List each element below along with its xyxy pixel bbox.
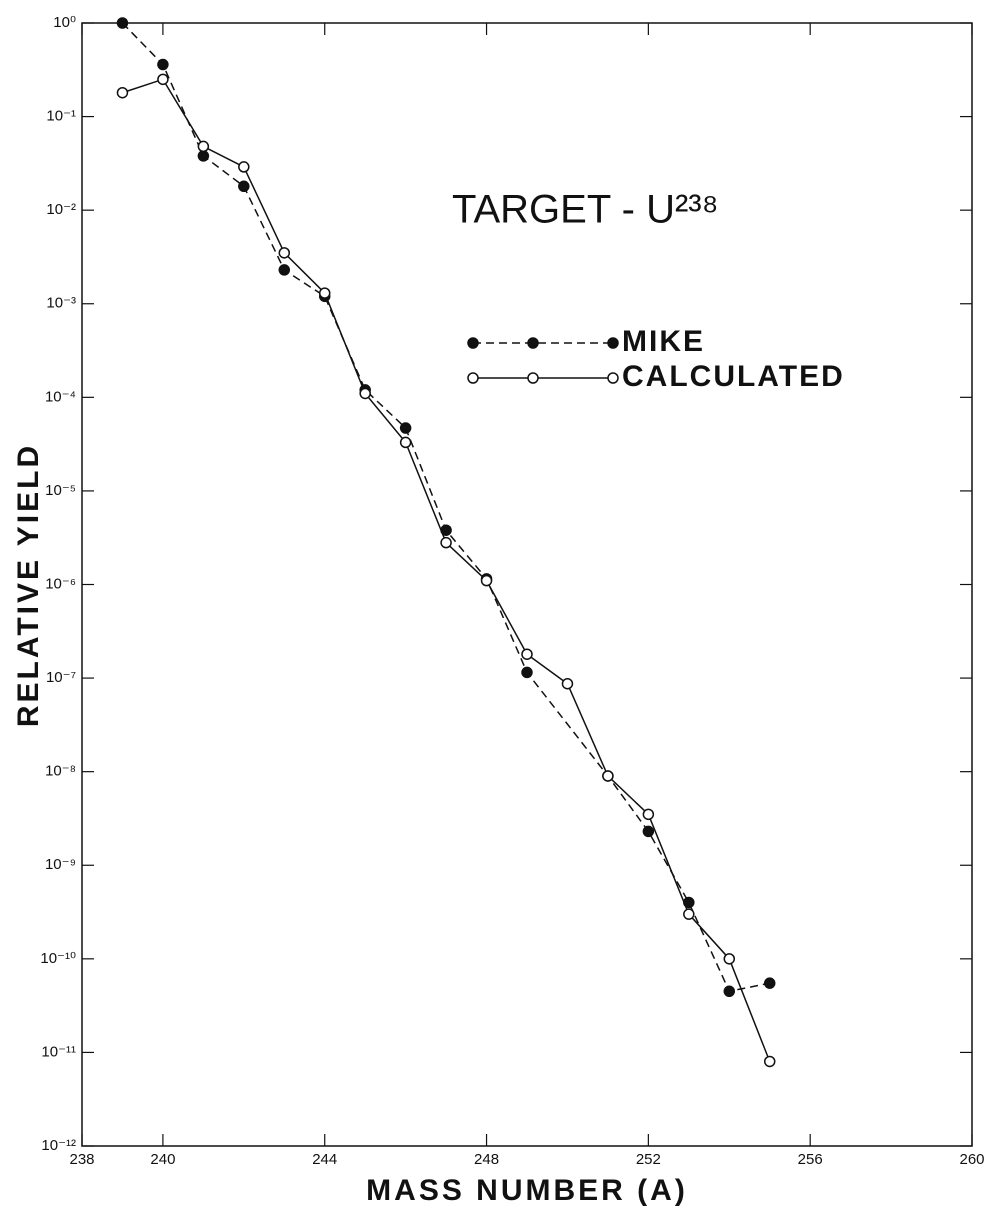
y-tick-label: 10⁻⁵ xyxy=(45,482,76,499)
point xyxy=(683,908,695,920)
point xyxy=(723,953,736,965)
point xyxy=(642,825,655,838)
y-tick-label: 10⁻⁴ xyxy=(45,388,76,405)
point xyxy=(157,73,169,86)
legend-marker xyxy=(607,337,619,349)
x-tick-label: 256 xyxy=(798,1151,823,1168)
y-tick-label: 10⁻² xyxy=(46,201,76,218)
point xyxy=(318,287,331,299)
point xyxy=(399,436,412,449)
y-tick-label: 10⁰ xyxy=(53,14,76,31)
point xyxy=(238,180,250,193)
legend-marker xyxy=(527,372,539,384)
y-axis-title: RELATIVE YIELD xyxy=(12,443,45,727)
x-tick-label: 248 xyxy=(474,1151,499,1168)
y-tick-label: 10⁻¹⁰ xyxy=(40,950,76,967)
legend-marker xyxy=(607,372,619,384)
point xyxy=(278,247,291,259)
x-tick-label: 260 xyxy=(959,1151,984,1168)
point xyxy=(157,58,169,71)
legend-marker xyxy=(527,337,539,349)
point xyxy=(763,1055,776,1068)
point xyxy=(116,86,129,99)
point xyxy=(642,808,655,821)
point xyxy=(399,422,412,434)
legend-label: CALCULATED xyxy=(622,360,845,393)
x-tick-label: 240 xyxy=(150,1151,175,1168)
point xyxy=(602,770,614,782)
annotation: TARGET - U²³⁸ xyxy=(452,188,718,232)
series-line xyxy=(121,22,770,993)
y-tick-label: 10⁻³ xyxy=(46,295,76,312)
point xyxy=(521,648,533,660)
x-tick-label: 244 xyxy=(312,1151,337,1168)
point xyxy=(238,161,250,173)
point xyxy=(197,140,210,153)
legend-marker xyxy=(467,337,479,349)
x-tick-label: 238 xyxy=(69,1151,94,1168)
x-axis-title: MASS NUMBER (A) xyxy=(366,1174,688,1207)
y-tick-label: 10⁻¹¹ xyxy=(41,1043,76,1060)
point xyxy=(278,264,291,276)
y-tick-label: 10⁻¹ xyxy=(46,108,76,125)
point xyxy=(561,677,574,690)
y-tick-label: 10⁻⁷ xyxy=(46,669,76,686)
point xyxy=(521,666,533,679)
y-tick-label: 10⁻⁶ xyxy=(45,575,76,592)
point xyxy=(440,536,452,549)
point xyxy=(763,977,776,989)
y-tick-label: 10⁻⁸ xyxy=(45,763,76,780)
point xyxy=(359,387,371,400)
y-tick-label: 10⁻¹² xyxy=(41,1137,76,1154)
point xyxy=(197,150,210,162)
legend-marker xyxy=(467,372,479,384)
y-tick-label: 10⁻⁹ xyxy=(45,856,76,873)
point xyxy=(116,17,129,29)
point xyxy=(723,985,736,998)
point xyxy=(480,574,493,587)
x-tick-label: 252 xyxy=(636,1151,661,1168)
legend-label: MIKE xyxy=(622,325,705,358)
